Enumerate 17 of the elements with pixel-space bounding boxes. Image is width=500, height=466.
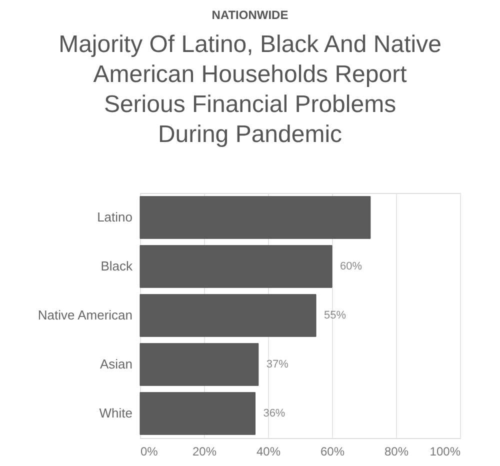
data-label: 60% [340, 260, 362, 272]
chart-title: Majority Of Latino, Black And Native American Households Report Serious Financial Problems During Pandemic [58, 31, 442, 148]
y-tick-label: Asian [100, 356, 132, 372]
x-tick-label: 60% [320, 444, 345, 458]
y-tick-label: Native American [38, 308, 132, 322]
y-tick-label: White [99, 406, 132, 420]
text: NATIONWIDE [212, 8, 288, 22]
x-tick-label: 20% [192, 444, 217, 458]
x-tick-label: 100% [430, 444, 461, 458]
y-tick-label: Black [100, 258, 133, 274]
data-label: 36% [263, 408, 286, 420]
x-tick-label: 0% [140, 444, 158, 458]
x-tick-label: 80% [384, 444, 409, 458]
x-tick-label: 40% [256, 444, 281, 458]
y-tick-label: Latino [97, 210, 132, 224]
data-label: 55% [324, 310, 346, 322]
data-label: 37% [266, 358, 289, 370]
